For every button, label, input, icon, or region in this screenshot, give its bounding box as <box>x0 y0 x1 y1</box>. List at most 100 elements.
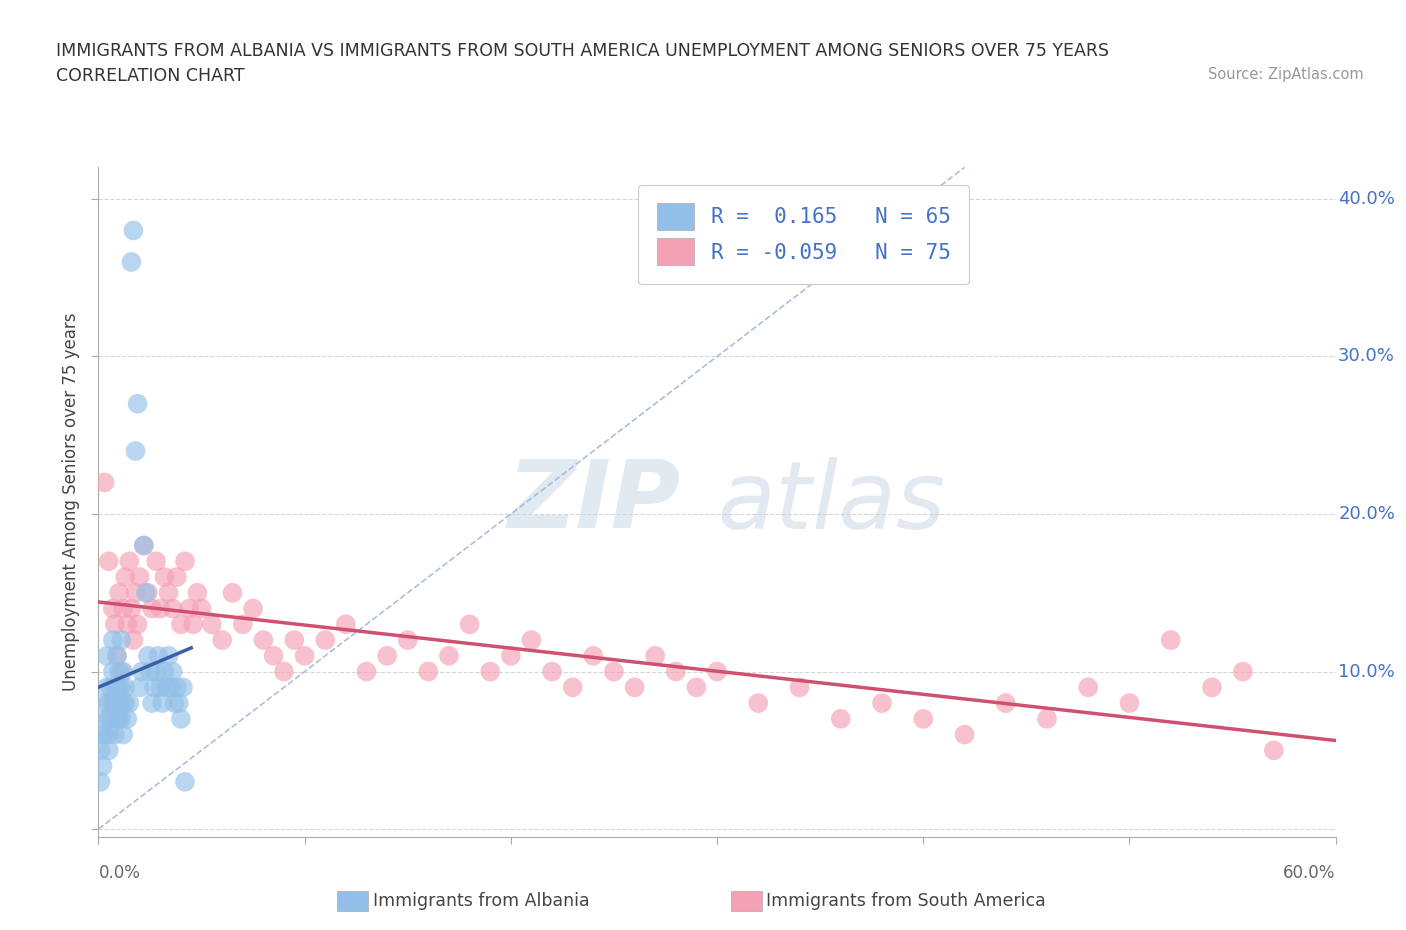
Legend: R =  0.165   N = 65, R = -0.059   N = 75: R = 0.165 N = 65, R = -0.059 N = 75 <box>638 184 970 284</box>
Point <box>143 680 166 695</box>
Point <box>665 664 688 679</box>
Point <box>263 648 285 663</box>
Point <box>114 696 136 711</box>
Point <box>118 696 141 711</box>
Point <box>283 632 305 647</box>
Point <box>166 569 188 584</box>
Point <box>520 632 543 647</box>
Text: 30.0%: 30.0% <box>1339 348 1395 365</box>
Point <box>174 554 197 569</box>
Point <box>458 617 481 631</box>
Point <box>128 569 150 584</box>
Point <box>145 664 167 679</box>
Point <box>136 585 159 600</box>
Point <box>211 632 233 647</box>
Point <box>114 569 136 584</box>
Point <box>145 554 167 569</box>
Point <box>93 696 115 711</box>
Point <box>1160 632 1182 647</box>
Text: ZIP: ZIP <box>508 457 681 548</box>
Point <box>89 775 111 790</box>
Point <box>375 648 398 663</box>
Point <box>91 759 114 774</box>
Point <box>135 585 157 600</box>
Point <box>499 648 522 663</box>
Point <box>114 680 136 695</box>
Text: Immigrants from Albania: Immigrants from Albania <box>373 892 589 910</box>
Point <box>153 664 176 679</box>
Point <box>273 664 295 679</box>
Point <box>117 617 139 631</box>
Text: 40.0%: 40.0% <box>1339 190 1395 208</box>
Point <box>1118 696 1140 711</box>
Point <box>110 632 132 647</box>
Point <box>132 538 155 553</box>
Point <box>101 632 124 647</box>
Point <box>1201 680 1223 695</box>
Point <box>541 664 564 679</box>
Point <box>994 696 1017 711</box>
Point <box>127 396 149 411</box>
Point <box>221 585 243 600</box>
Point <box>335 617 357 631</box>
Text: 0.0%: 0.0% <box>98 864 141 882</box>
Point <box>118 554 141 569</box>
Point <box>174 775 197 790</box>
Point <box>112 727 135 742</box>
Point <box>1036 711 1059 726</box>
Point <box>172 680 194 695</box>
Text: Immigrants from South America: Immigrants from South America <box>766 892 1046 910</box>
Point <box>186 585 208 600</box>
Point <box>201 617 224 631</box>
Point <box>97 696 120 711</box>
Point <box>104 696 127 711</box>
Point <box>136 648 159 663</box>
Point <box>108 680 131 695</box>
Point <box>356 664 378 679</box>
Point <box>252 632 274 647</box>
Point <box>96 680 118 695</box>
Point <box>124 444 146 458</box>
Text: 10.0%: 10.0% <box>1339 662 1395 681</box>
Point <box>706 664 728 679</box>
Point <box>150 696 173 711</box>
Point <box>149 601 172 616</box>
Point <box>139 664 162 679</box>
Point <box>830 711 852 726</box>
Point <box>108 664 131 679</box>
Point <box>132 538 155 553</box>
Point <box>155 680 177 695</box>
Point <box>479 664 502 679</box>
Point <box>117 711 139 726</box>
Point <box>181 617 204 631</box>
Point <box>122 632 145 647</box>
Point <box>89 743 111 758</box>
Point <box>120 255 142 270</box>
Point <box>242 601 264 616</box>
Point <box>96 648 118 663</box>
Point <box>153 569 176 584</box>
Point <box>97 743 120 758</box>
Point <box>122 223 145 238</box>
Point <box>1263 743 1285 758</box>
Point <box>105 648 128 663</box>
Point <box>623 680 645 695</box>
Y-axis label: Unemployment Among Seniors over 75 years: Unemployment Among Seniors over 75 years <box>62 313 80 691</box>
Point <box>1232 664 1254 679</box>
Point <box>396 632 419 647</box>
Point <box>162 664 184 679</box>
Point <box>294 648 316 663</box>
Point <box>120 601 142 616</box>
Point <box>110 711 132 726</box>
Point <box>101 664 124 679</box>
Point <box>108 585 131 600</box>
Point <box>104 727 127 742</box>
Point <box>108 711 131 726</box>
Point <box>167 696 190 711</box>
Point <box>96 711 118 726</box>
Point <box>170 711 193 726</box>
Point <box>232 617 254 631</box>
Point <box>170 617 193 631</box>
Point <box>163 696 186 711</box>
Text: 60.0%: 60.0% <box>1284 864 1336 882</box>
